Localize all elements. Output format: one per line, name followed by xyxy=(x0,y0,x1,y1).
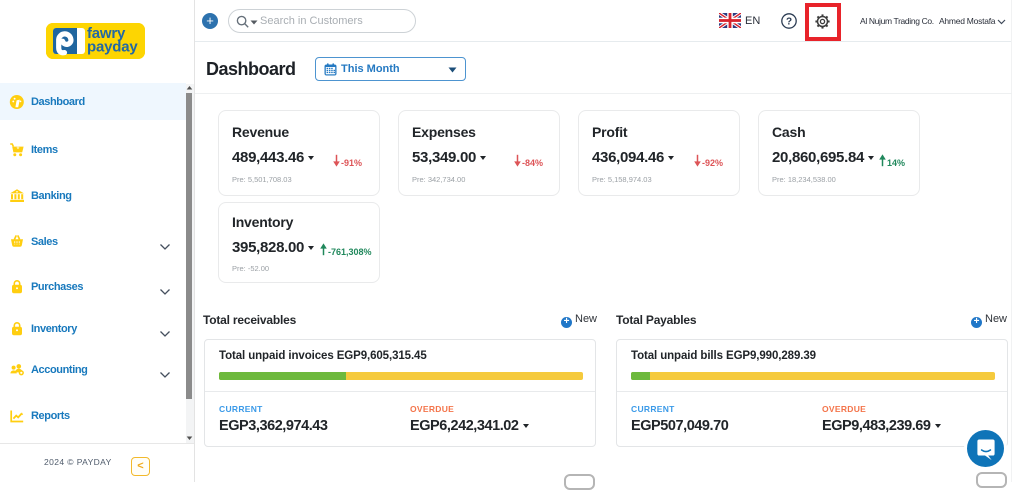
svg-text:?: ? xyxy=(786,17,792,28)
svg-text:*: * xyxy=(17,144,20,153)
svg-text:fawry: fawry xyxy=(87,25,126,42)
svg-text:payday: payday xyxy=(87,39,138,56)
